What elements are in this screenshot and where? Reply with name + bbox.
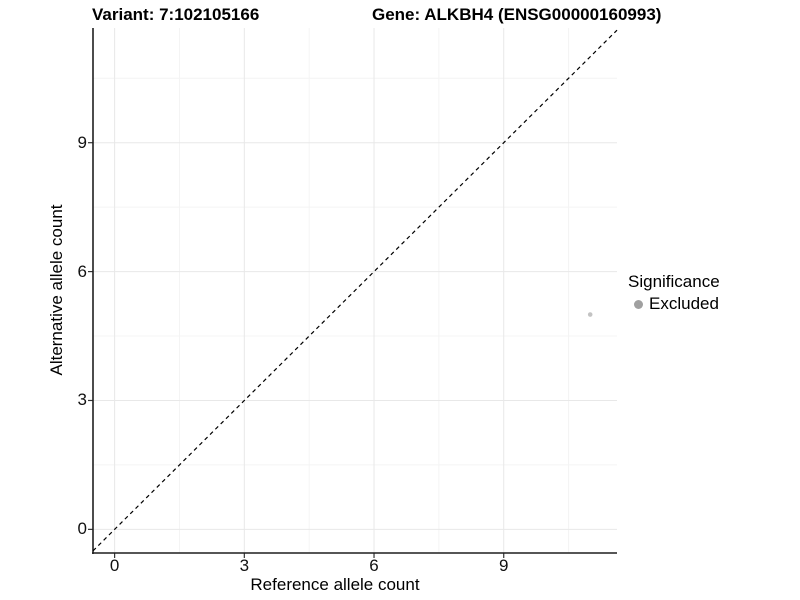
legend-item-label: Excluded bbox=[649, 294, 719, 313]
legend-point-icon bbox=[634, 299, 643, 309]
x-tick-label: 3 bbox=[239, 556, 250, 575]
x-tick-label: 0 bbox=[109, 556, 120, 575]
y-tick-label: 0 bbox=[77, 519, 87, 539]
x-tick-label: 6 bbox=[369, 556, 379, 575]
y-tick-label: 9 bbox=[77, 132, 87, 152]
plot-title-variant: Variant: 7:102105166 bbox=[92, 5, 260, 24]
y-axis-title: Alternative allele count bbox=[47, 204, 66, 376]
plot-title-gene: Gene: ALKBH4 (ENSG00000160993) bbox=[372, 5, 662, 24]
identity-line bbox=[92, 29, 618, 552]
legend-title: Significance bbox=[628, 272, 720, 291]
legend: Significance Excluded bbox=[628, 272, 720, 313]
legend-item-excluded: Excluded bbox=[634, 294, 720, 313]
y-tick-label: 6 bbox=[77, 261, 87, 281]
x-axis-title: Reference allele count bbox=[250, 575, 420, 594]
y-tick-label: 3 bbox=[77, 390, 87, 410]
data-point bbox=[587, 312, 593, 317]
x-tick-label: 9 bbox=[498, 556, 509, 575]
